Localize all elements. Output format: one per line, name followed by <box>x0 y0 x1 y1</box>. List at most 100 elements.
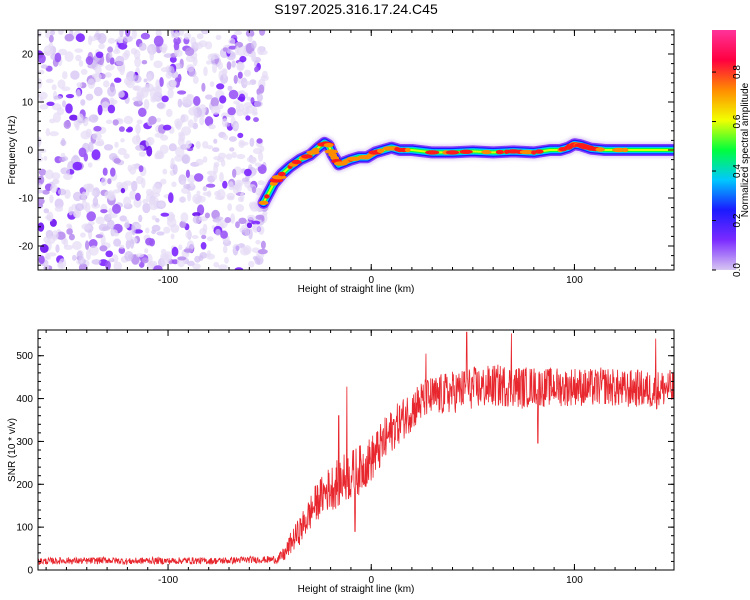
noise-blob <box>76 89 81 98</box>
noise-blob <box>251 220 261 225</box>
noise-blob <box>38 156 44 162</box>
noise-blob <box>55 244 60 253</box>
noise-blob <box>156 117 161 123</box>
y-tick-label: -20 <box>19 242 34 253</box>
noise-blob <box>123 180 132 186</box>
noise-blob <box>237 61 244 71</box>
ridge-peak <box>258 200 269 205</box>
noise-blob <box>54 206 64 212</box>
noise-blob <box>206 236 214 242</box>
noise-blob <box>194 42 204 50</box>
noise-blob <box>145 137 152 148</box>
noise-blob <box>65 166 71 176</box>
noise-blob <box>253 100 263 108</box>
noise-blob <box>88 245 99 256</box>
noise-blob <box>65 94 75 99</box>
noise-blob <box>78 60 84 67</box>
y-tick-label: 0 <box>27 566 33 577</box>
noise-blob <box>138 151 146 157</box>
noise-blob <box>183 184 192 189</box>
noise-blob <box>125 239 131 250</box>
noise-blob <box>93 72 102 83</box>
noise-blob <box>146 262 157 269</box>
noise-blob <box>157 151 165 159</box>
noise-blob <box>255 214 265 220</box>
noise-blob <box>91 259 102 265</box>
noise-blob <box>151 215 157 221</box>
noise-blob <box>92 196 99 207</box>
noise-blob <box>210 97 219 107</box>
noise-blob <box>199 252 208 259</box>
noise-blob <box>185 47 195 56</box>
noise-blob <box>105 119 113 125</box>
noise-blob <box>47 235 56 245</box>
noise-blob <box>242 107 250 115</box>
noise-blob <box>256 138 263 144</box>
noise-blob <box>66 223 72 229</box>
noise-blob <box>228 136 237 142</box>
ridge-peak <box>291 159 302 165</box>
noise-blob <box>172 164 178 175</box>
noise-blob <box>224 217 232 224</box>
noise-blob <box>177 98 183 108</box>
noise-blob <box>159 77 164 87</box>
noise-blob <box>105 250 113 258</box>
noise-blob <box>131 225 136 236</box>
spectrogram-x-axis-label: Height of straight line (km) <box>298 284 415 295</box>
noise-blob <box>94 140 105 147</box>
noise-blob <box>38 222 45 232</box>
noise-blob <box>72 241 82 250</box>
noise-blob <box>227 203 233 212</box>
y-tick-label: 20 <box>22 50 34 61</box>
noise-blob <box>74 48 83 53</box>
noise-blob <box>222 134 228 141</box>
snr-x-axis-label: Height of straight line (km) <box>298 584 415 595</box>
noise-blob <box>72 210 80 218</box>
noise-blob <box>102 167 108 176</box>
noise-blob <box>133 75 142 84</box>
noise-blob <box>50 183 58 193</box>
noise-blob <box>143 78 148 83</box>
noise-blob <box>112 203 121 214</box>
noise-blob <box>206 170 216 176</box>
noise-blob <box>38 182 42 189</box>
colorbar-tick-label: 0.8 <box>732 65 743 79</box>
noise-blob <box>238 217 247 224</box>
noise-blob <box>196 33 204 40</box>
noise-blob <box>56 107 65 116</box>
ridge-peak <box>459 149 473 154</box>
noise-blob <box>94 65 102 75</box>
noise-blob <box>38 78 43 89</box>
noise-blob <box>185 230 193 239</box>
noise-blob <box>224 256 229 264</box>
noise-blob <box>106 219 115 230</box>
noise-blob <box>237 132 244 139</box>
noise-blob <box>129 238 135 249</box>
noise-blob <box>47 252 57 257</box>
noise-blob <box>113 158 121 164</box>
noise-blob <box>163 226 171 234</box>
noise-blob <box>239 141 249 146</box>
noise-blob <box>243 81 253 86</box>
noise-blob <box>156 231 165 236</box>
noise-blob <box>193 96 201 106</box>
noise-blob <box>114 77 122 83</box>
ridge-peak <box>495 149 504 155</box>
noise-blob <box>95 234 104 239</box>
noise-blob <box>217 61 223 70</box>
noise-blob <box>129 190 137 200</box>
x-tick-label: 100 <box>566 575 583 586</box>
noise-blob <box>97 33 107 44</box>
noise-blob <box>216 83 225 90</box>
noise-blob <box>232 184 239 194</box>
noise-blob <box>154 132 164 138</box>
noise-blob <box>43 155 48 161</box>
noise-blob <box>228 181 234 191</box>
noise-blob <box>234 267 244 270</box>
noise-blob <box>257 45 265 56</box>
noise-blob <box>130 163 139 170</box>
noise-blob <box>110 167 116 177</box>
noise-blob <box>63 120 71 129</box>
noise-blob <box>222 69 227 79</box>
noise-blob <box>227 85 233 92</box>
